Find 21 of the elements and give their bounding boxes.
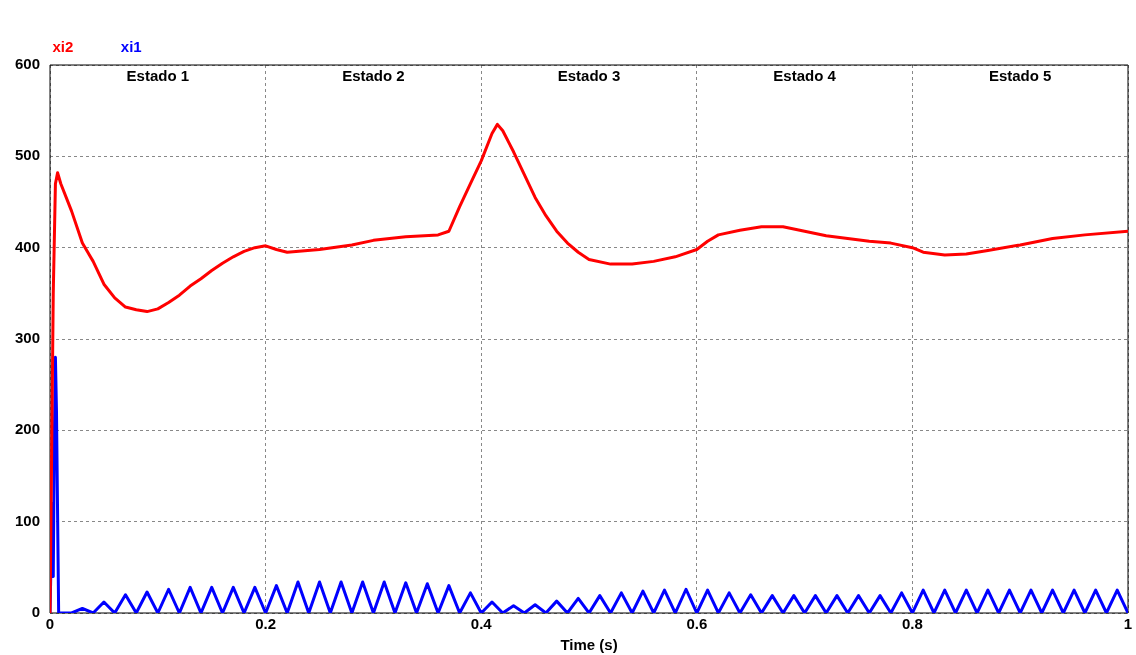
annotation: Estado 4 bbox=[773, 67, 837, 85]
y-tick-label: 500 bbox=[15, 146, 41, 164]
x-tick-label: 0 bbox=[45, 615, 55, 633]
text: xi1 bbox=[120, 37, 142, 55]
annotation: Estado 5 bbox=[988, 67, 1052, 85]
text: xi2 bbox=[52, 37, 74, 55]
annotation: Estado 1 bbox=[126, 67, 190, 85]
x-tick-label: 0.8 bbox=[901, 615, 923, 633]
y-tick-label: 100 bbox=[15, 511, 41, 529]
x-tick-label: 0.4 bbox=[470, 615, 493, 633]
x-tick-label: 0.2 bbox=[255, 615, 277, 633]
y-tick-label: 400 bbox=[15, 237, 41, 255]
y-tick-label: 600 bbox=[15, 55, 41, 73]
x-axis-title: Time (s) bbox=[560, 636, 618, 654]
x-tick-label: 1 bbox=[1123, 615, 1133, 633]
y-tick-label: 0 bbox=[31, 603, 41, 621]
x-tick-label: 0.6 bbox=[686, 615, 708, 633]
y-tick-label: 200 bbox=[15, 420, 41, 438]
annotation: Estado 3 bbox=[557, 67, 621, 85]
y-tick-label: 300 bbox=[15, 329, 41, 347]
annotation: Estado 2 bbox=[342, 67, 405, 85]
